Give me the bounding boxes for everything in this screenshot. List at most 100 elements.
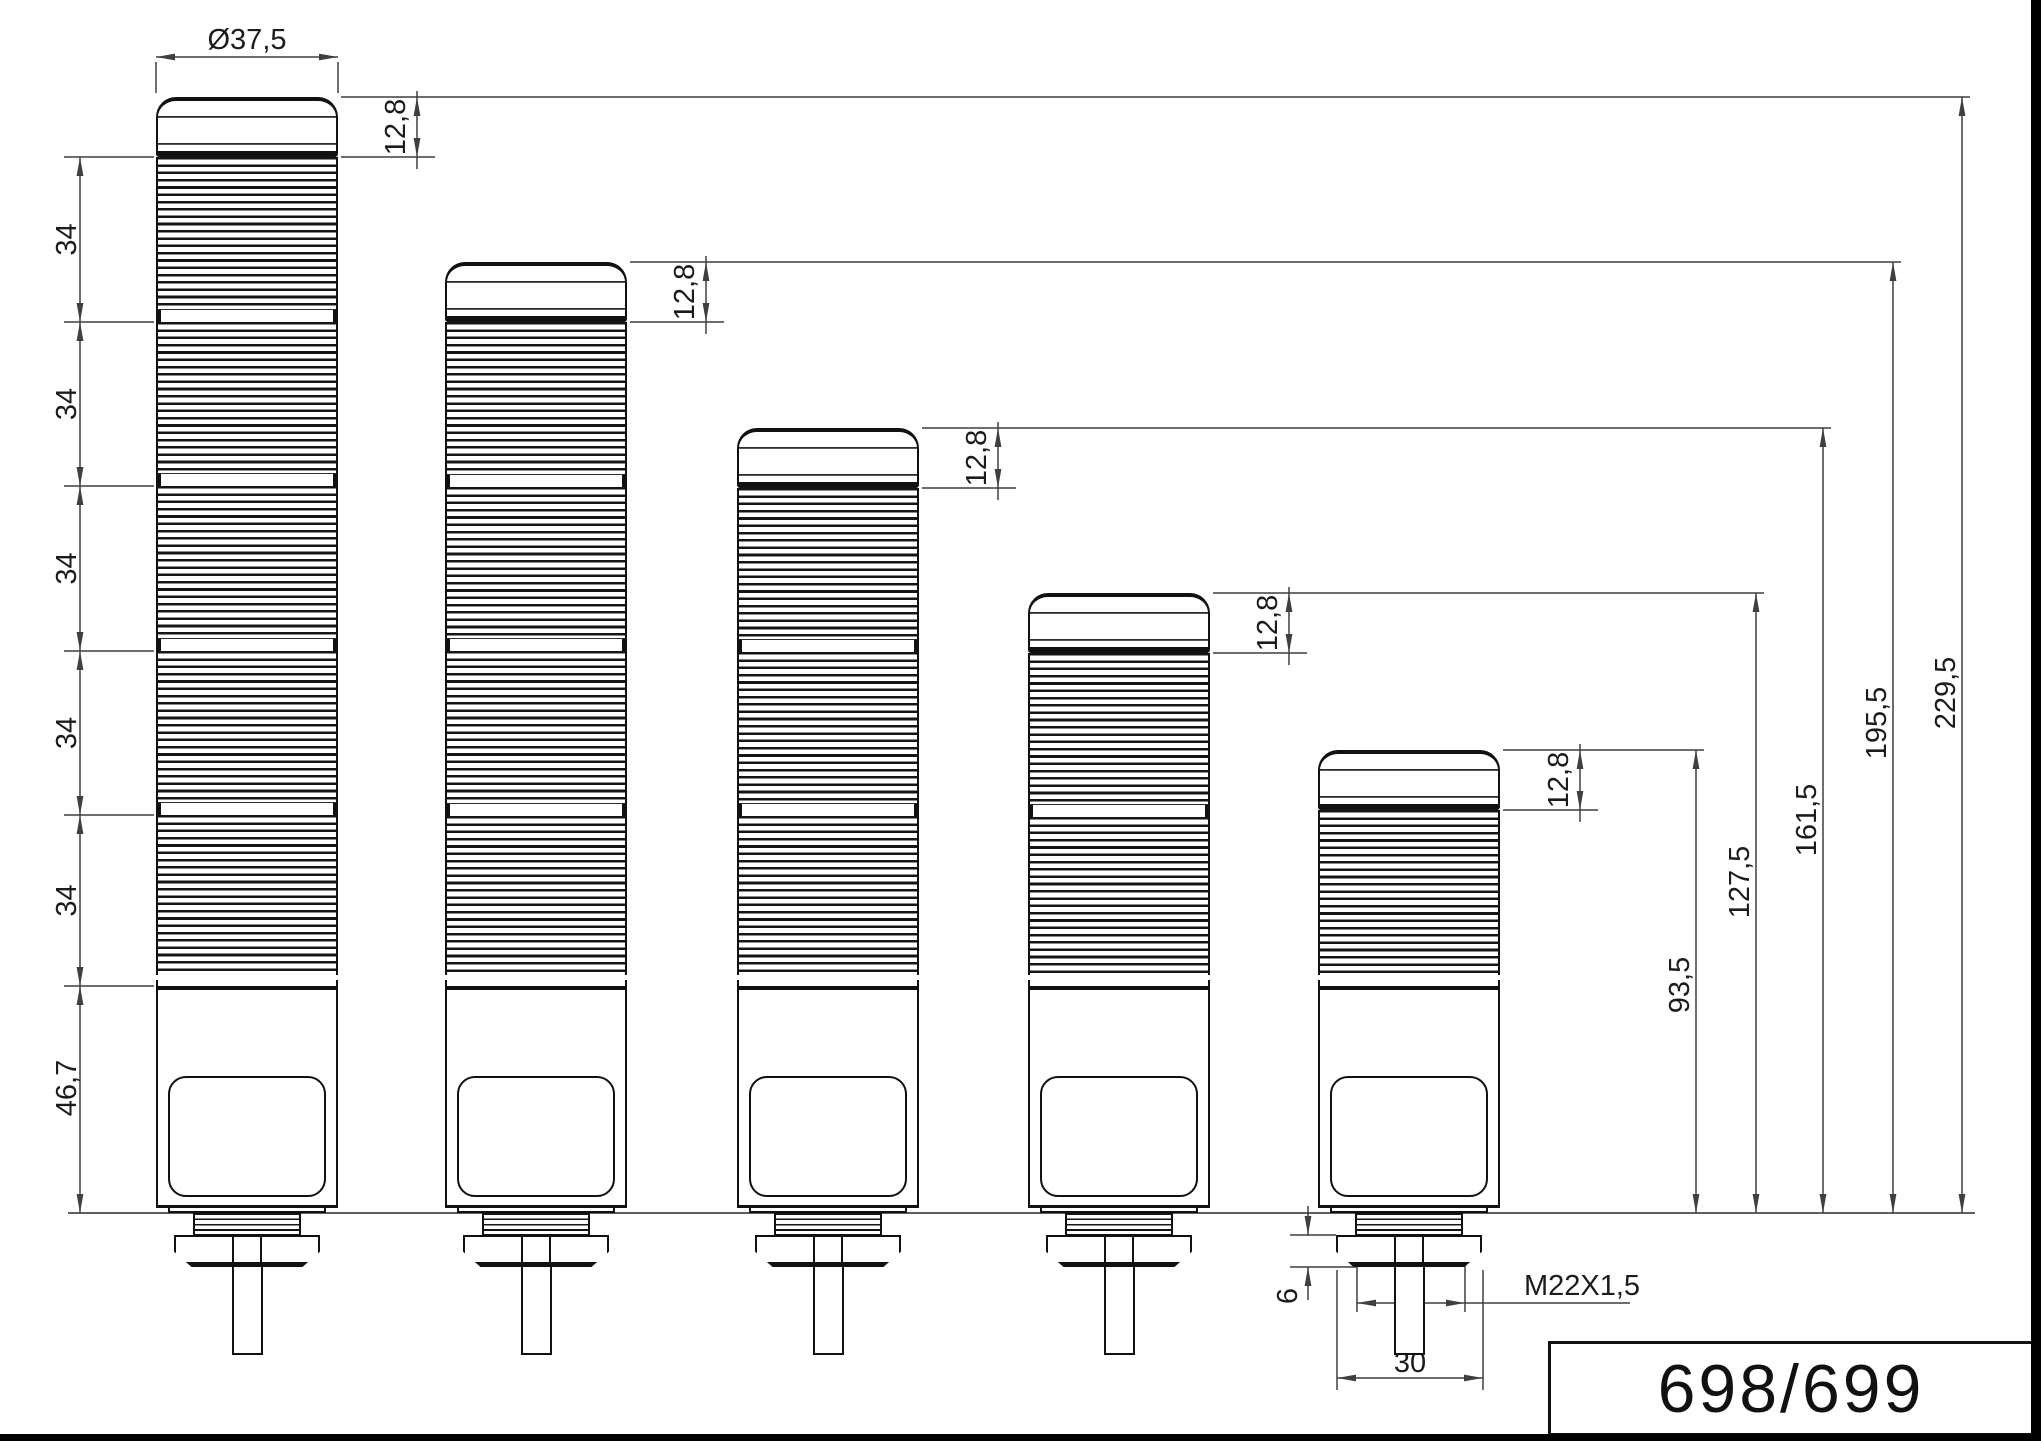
tower-cap-lens — [1028, 593, 1210, 653]
module-height-dimension-label: 34 — [51, 717, 83, 749]
tower-base — [1318, 986, 1500, 1208]
mounting-flange — [1330, 1208, 1488, 1213]
cable-stem — [812, 1267, 844, 1355]
module-joint — [445, 638, 627, 651]
dimension-arrowhead — [1889, 1194, 1897, 1213]
base-label-window — [168, 1076, 326, 1197]
mounting-thread — [774, 1213, 882, 1235]
cable-stem — [1393, 1267, 1425, 1355]
module-joint — [445, 473, 627, 487]
dimension-arrowhead — [1752, 593, 1760, 612]
dimension-arrowhead — [76, 157, 84, 176]
module-joint — [156, 637, 338, 651]
dimension-arrowhead — [1446, 1299, 1465, 1307]
total-height-dimension-label: 161,5 — [1791, 784, 1823, 857]
tower-lens-module — [445, 651, 627, 803]
dimension-arrowhead — [1304, 1216, 1312, 1235]
module-height-dimension-label: 34 — [51, 388, 83, 420]
dimension-arrowhead — [1285, 593, 1293, 612]
mounting-nut — [1046, 1235, 1192, 1267]
total-height-dimension-label: 93,5 — [1664, 957, 1696, 1013]
dimension-arrowhead — [1464, 1374, 1483, 1382]
dimension-arrowhead — [1304, 1267, 1312, 1286]
sheet-border-bottom — [0, 1434, 2041, 1441]
dimension-arrowhead — [413, 138, 421, 157]
dimension-arrowhead — [1576, 791, 1584, 810]
base-neck — [1028, 980, 1210, 986]
module-joint — [1028, 803, 1210, 817]
dimension-arrowhead — [1692, 750, 1700, 769]
module-joint — [445, 802, 627, 816]
base-neck — [737, 980, 919, 986]
diameter-dimension-label: Ø37,5 — [208, 24, 287, 56]
cap-height-dimension-label: 12,8 — [1543, 752, 1575, 808]
tower-4-module — [445, 262, 627, 1360]
mounting-thread — [1355, 1213, 1463, 1235]
dimension-arrowhead — [76, 815, 84, 834]
module-joint — [737, 639, 919, 652]
tower-base — [737, 986, 919, 1208]
mounting-nut — [174, 1235, 320, 1267]
dimension-arrowhead — [702, 262, 710, 281]
tower-base — [156, 986, 338, 1208]
tower-lens-module — [737, 652, 919, 803]
dimension-arrowhead — [1958, 97, 1966, 116]
base-neck — [445, 980, 627, 986]
dimension-arrowhead — [1576, 750, 1584, 769]
mounting-flange — [457, 1208, 615, 1213]
tower-lens-module — [156, 321, 338, 474]
tower-lens-module — [445, 486, 627, 638]
dimension-arrowhead — [1819, 1194, 1827, 1213]
dimension-arrowhead — [76, 796, 84, 815]
tower-1-module — [1318, 750, 1500, 1360]
base-neck — [156, 980, 338, 986]
dimension-arrowhead — [413, 97, 421, 116]
dimension-arrowhead — [76, 467, 84, 486]
tower-lens-module — [156, 815, 338, 975]
module-height-dimension-label: 34 — [51, 223, 83, 255]
base-label-window — [1330, 1076, 1488, 1197]
cap-height-dimension-label: 12,8 — [380, 99, 412, 155]
dimension-arrowhead — [76, 1194, 84, 1213]
module-joint — [156, 802, 338, 816]
tower-base — [445, 986, 627, 1208]
tower-cap-lens — [156, 97, 338, 157]
tower-cap-lens — [445, 262, 627, 322]
module-height-dimension-label: 34 — [51, 552, 83, 584]
mounting-thread — [193, 1213, 301, 1235]
tower-lens-module — [737, 488, 919, 639]
dimension-arrowhead — [994, 469, 1002, 488]
tower-lens-module — [1028, 816, 1210, 975]
tower-cap-lens — [1318, 750, 1500, 810]
dimension-arrowhead — [994, 428, 1002, 447]
tower-lens-module — [1028, 653, 1210, 804]
base-label-window — [457, 1076, 615, 1197]
dimension-arrowhead — [76, 322, 84, 341]
dimension-arrowhead — [76, 486, 84, 505]
base-label-window — [749, 1076, 907, 1197]
total-height-dimension-label: 127,5 — [1724, 846, 1756, 919]
mounting-thread — [1065, 1213, 1173, 1235]
dimension-arrowhead — [1958, 1194, 1966, 1213]
base-height-dimension-label: 46,7 — [51, 1060, 83, 1116]
tower-3-module — [737, 428, 919, 1360]
tower-lens-module — [156, 650, 338, 803]
cable-stem — [1103, 1267, 1135, 1355]
tower-lens-module — [156, 157, 338, 309]
dimension-arrowhead — [76, 303, 84, 322]
total-height-dimension-label: 229,5 — [1930, 657, 1962, 730]
mounting-nut — [755, 1235, 901, 1267]
cap-height-dimension-label: 12,8 — [1252, 595, 1284, 651]
mounting-thread — [482, 1213, 590, 1235]
cable-stem — [520, 1267, 552, 1355]
total-height-dimension-label: 195,5 — [1861, 687, 1893, 760]
tower-lens-module — [156, 486, 338, 638]
module-height-dimension-label: 34 — [51, 884, 83, 916]
nut-height-dimension-label: 6 — [1272, 1288, 1304, 1304]
dimension-arrowhead — [1889, 262, 1897, 281]
tower-base — [1028, 986, 1210, 1208]
dimension-arrowhead — [1285, 634, 1293, 653]
tower-cap-lens — [737, 428, 919, 488]
